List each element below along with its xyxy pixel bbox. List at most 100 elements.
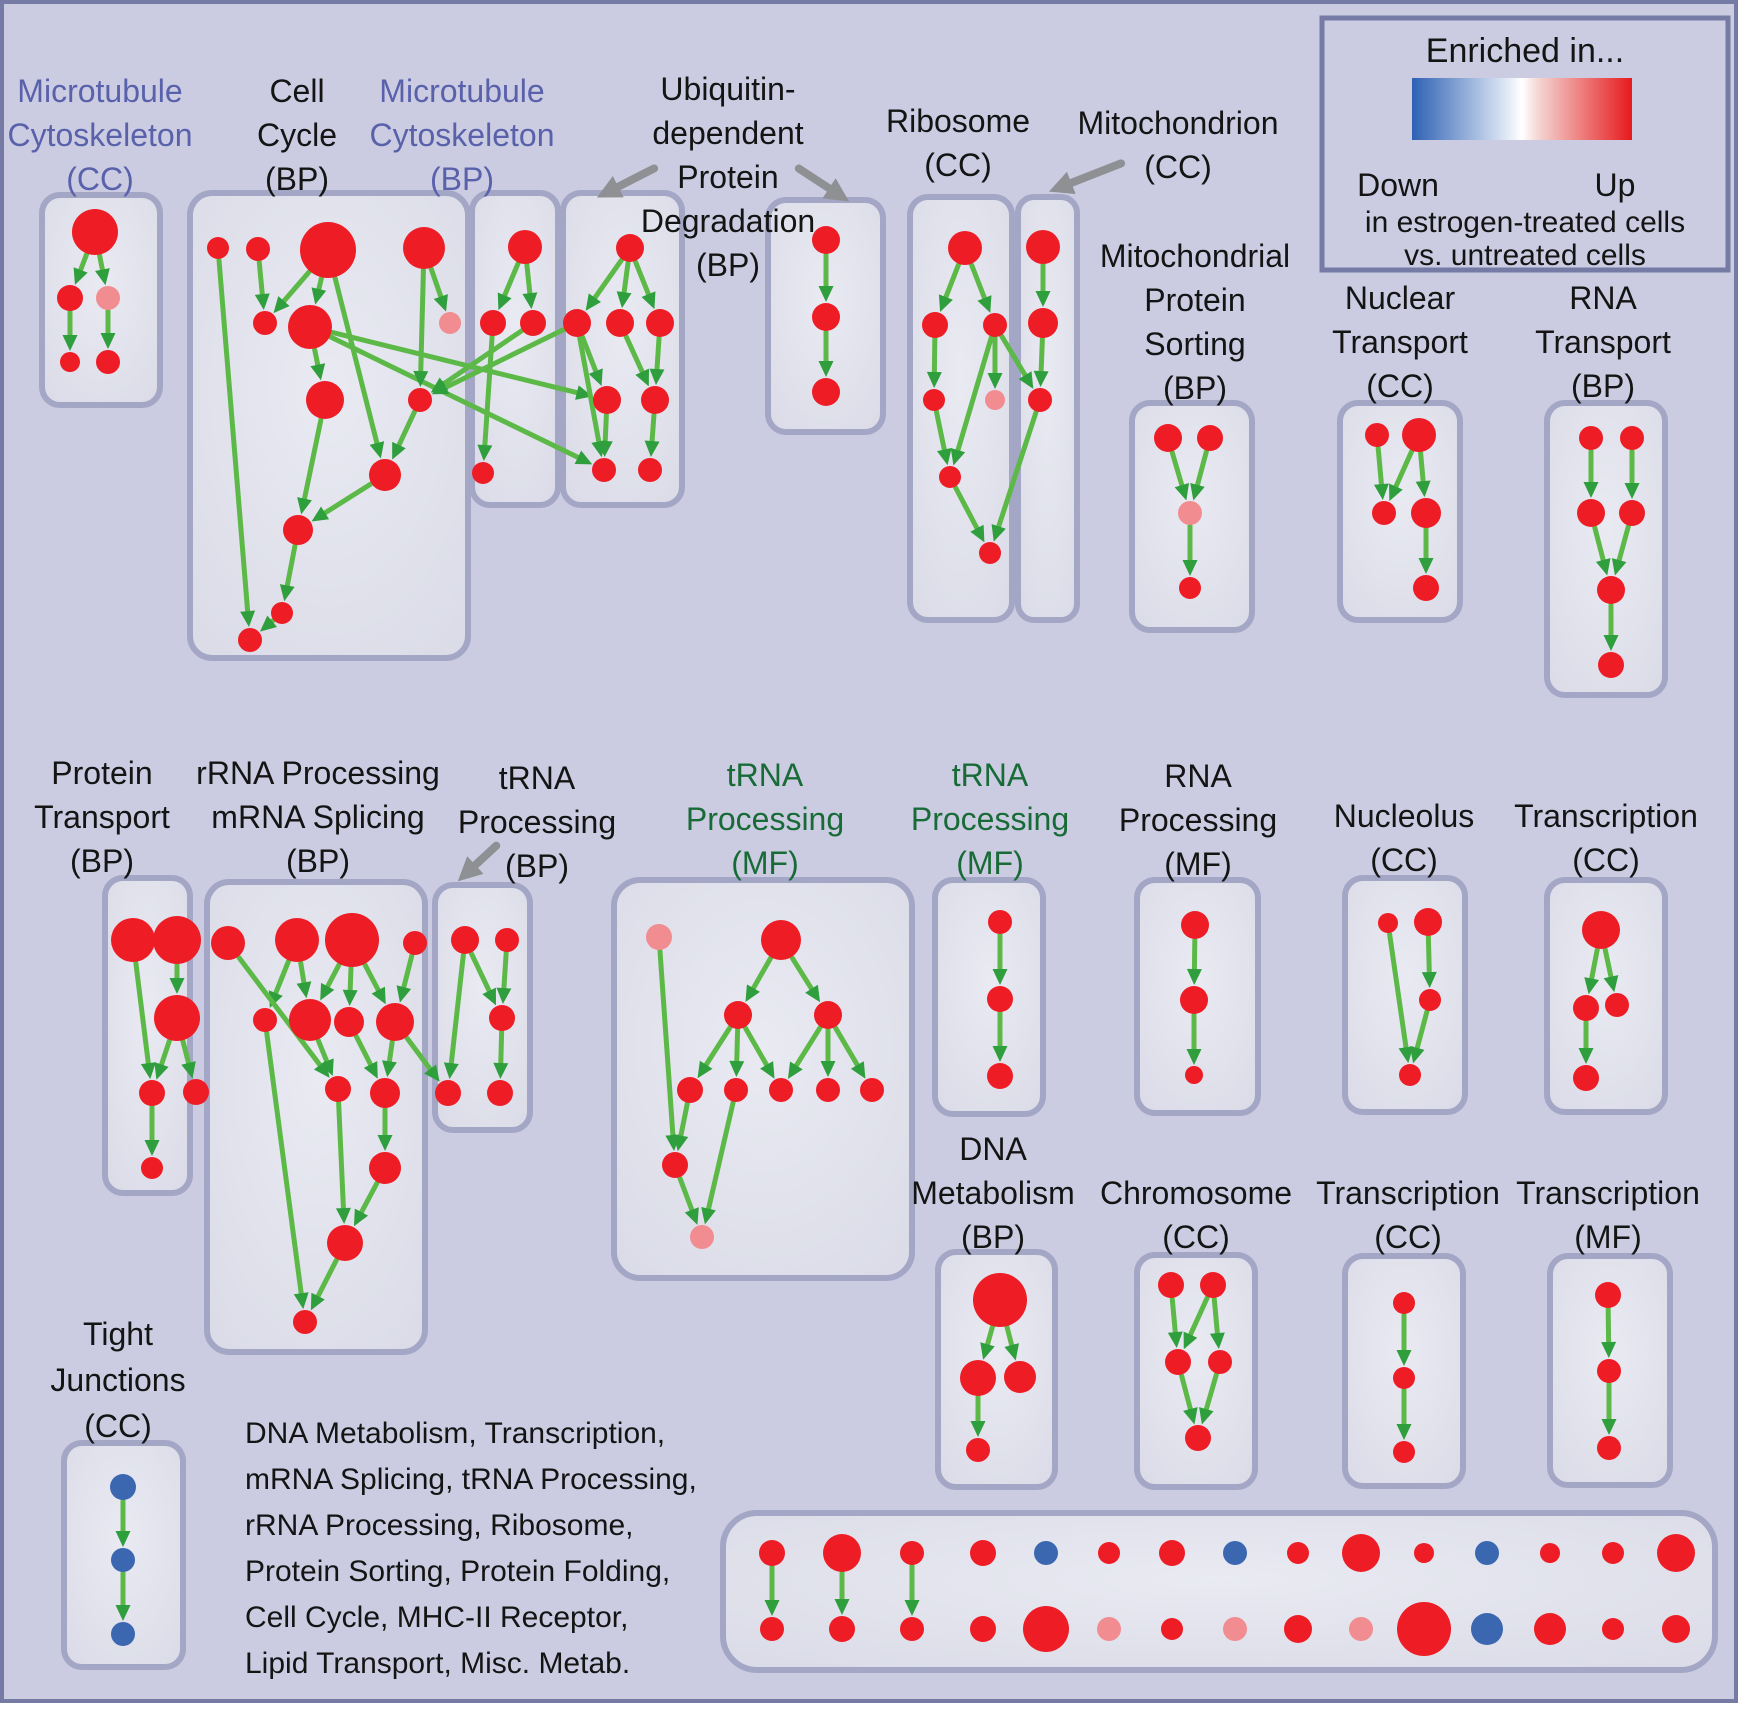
arrowhead-icon <box>1373 483 1389 501</box>
arrowhead-icon <box>522 292 538 310</box>
edge-ubiquitin-dependent-protein-degradation-bp <box>616 260 632 309</box>
arrowhead-icon <box>818 361 834 377</box>
group-label-line: (CC) <box>66 161 134 197</box>
node-protein-transport-bp-3 <box>139 1080 165 1106</box>
node-cell-cycle-bp-8 <box>408 388 432 412</box>
arrowhead-icon <box>335 1207 351 1225</box>
node-chromosome-cc-3 <box>1208 1350 1232 1374</box>
node-microtubule-cytoskeleton-cc-2 <box>96 286 120 310</box>
node-ubiquitin-degradation-box-2-2 <box>812 378 840 406</box>
group-label-transcription-mf: Transcription (MF) <box>1516 1175 1700 1255</box>
legend-gradient-bar <box>1412 78 1632 140</box>
node-nucleolus-cc-0 <box>1378 913 1398 933</box>
node-transcription-mf-2 <box>1597 1436 1621 1460</box>
node-trna-processing-mf-1-10 <box>690 1225 714 1249</box>
arrowhead-icon <box>1421 971 1437 989</box>
ubiquitin-label-arrow-right <box>794 164 850 202</box>
node-ubiquitin-dependent-protein-degradation-bp-7 <box>638 458 662 482</box>
legend-subtitle-line1: in estrogen-treated cells <box>1365 206 1685 239</box>
group-label-line: Ubiquitin- <box>660 71 795 107</box>
edge-line <box>386 1039 395 1067</box>
edge-cell-cycle-bp <box>392 409 418 460</box>
edge-line <box>954 334 994 456</box>
edge-line <box>654 335 662 375</box>
group-label-rna-processing-mf: RNA Processing (MF) <box>1119 758 1277 882</box>
node-rrna-processing-mrna-splicing-bp-4 <box>253 1008 277 1032</box>
group-label-line: (BP) <box>505 848 569 884</box>
edge-cell-cycle-bp <box>254 259 270 311</box>
edge-ribosome-cc <box>950 334 994 466</box>
group-label-trna-processing-mf-1: tRNA Processing (MF) <box>686 757 844 881</box>
edge-line <box>984 1324 995 1350</box>
arrowhead-icon <box>413 370 429 388</box>
group-label-line: Metabolism <box>911 1175 1075 1211</box>
group-label-line: (CC) <box>1144 149 1212 185</box>
summary-note-line: rRNA Processing, Ribosome, <box>245 1509 633 1542</box>
group-label-line: Nuclear <box>1345 280 1456 316</box>
summary-note-line: Cell Cycle, MHC-II Receptor, <box>245 1601 628 1634</box>
edge-line <box>256 259 266 300</box>
edge-rna-processing-mf <box>1186 1012 1202 1065</box>
node-rna-processing-mf-2 <box>1185 1066 1203 1084</box>
group-label-line: Tight <box>83 1316 153 1352</box>
edge-microtubule-cytoskeleton-bp <box>522 262 538 310</box>
node-ribosome-cc-6 <box>979 542 1001 564</box>
arrowhead-icon <box>992 969 1008 985</box>
arrowhead-icon <box>1601 1341 1617 1359</box>
arrowhead-icon <box>936 448 952 466</box>
node-trna-processing-mf-1-9 <box>662 1152 688 1178</box>
arrowhead-icon <box>1603 635 1619 651</box>
edge-ubiquitin-dependent-protein-degradation-bp <box>633 259 656 310</box>
edge-line <box>677 1101 690 1142</box>
edge-line <box>1004 1324 1015 1351</box>
node-microtubule-cytoskeleton-cc-0 <box>72 209 118 255</box>
edge-line <box>677 1175 696 1216</box>
edge-line <box>1194 449 1209 491</box>
edge-transcription-cc-middle <box>1584 947 1600 995</box>
edge-line <box>428 266 445 302</box>
arrowhead-icon <box>1183 1331 1198 1350</box>
edge-trna-processing-mf-1 <box>729 1027 745 1078</box>
node-mitochondrion-cc-1 <box>1028 308 1058 338</box>
group-box-cell-cycle-bp <box>187 190 471 661</box>
node-mixed-miscellaneous-terms-15 <box>1223 1617 1247 1641</box>
arrowhead-icon <box>311 287 327 305</box>
node-trna-processing-mf-1-7 <box>816 1078 840 1102</box>
arrowhead-icon <box>144 1140 160 1156</box>
group-label-line: Processing <box>911 801 1069 837</box>
edge-trna-processing-mf-1 <box>789 955 821 1003</box>
node-ribosome-cc-4 <box>985 390 1005 410</box>
edge-trna-processing-mf-2 <box>992 932 1008 985</box>
group-box-nucleolus-cc <box>1342 875 1468 1115</box>
node-mitochondrion-cc-2 <box>1028 388 1052 412</box>
edge-line <box>468 951 493 997</box>
arrowhead-icon <box>382 1060 397 1078</box>
node-mitochondrial-protein-sorting-bp-1 <box>1197 425 1223 451</box>
group-label-line: (MF) <box>731 845 799 881</box>
group-box-transcription-cc-middle <box>1544 877 1668 1115</box>
group-label-protein-transport-bp: Protein Transport (BP) <box>34 755 170 879</box>
node-cell-cycle-bp-9 <box>369 459 401 491</box>
edge-line <box>1392 448 1415 492</box>
edge-trna-processing-bp <box>443 952 466 1080</box>
group-label-line: (BP) <box>961 1219 1025 1255</box>
cross-box-edge <box>328 334 593 465</box>
node-trna-processing-bp-2 <box>489 1005 515 1031</box>
group-label-tight-junctions-cc: Tight Junctions (CC) <box>50 1316 185 1444</box>
group-label-line: Transport <box>1332 324 1468 360</box>
arrowhead-icon <box>1199 1407 1214 1425</box>
node-cell-cycle-bp-5 <box>288 305 332 349</box>
cross-box-edge <box>999 333 1034 389</box>
node-chromosome-cc-4 <box>1185 1425 1211 1451</box>
edge-line <box>180 1038 192 1069</box>
edge-chromosome-cc <box>1209 1296 1225 1350</box>
summary-note-line: DNA Metabolism, Transcription, <box>245 1417 665 1450</box>
edge-rna-processing-mf <box>1186 937 1202 986</box>
node-mixed-miscellaneous-terms-6 <box>970 1540 996 1566</box>
arrowhead-icon <box>1190 483 1205 501</box>
node-mixed-miscellaneous-terms-20 <box>1414 1543 1434 1563</box>
arrowhead-icon <box>1048 171 1076 195</box>
edge-line <box>590 257 624 303</box>
edge-line <box>315 1037 331 1067</box>
edge-trna-processing-bp <box>496 950 512 1005</box>
